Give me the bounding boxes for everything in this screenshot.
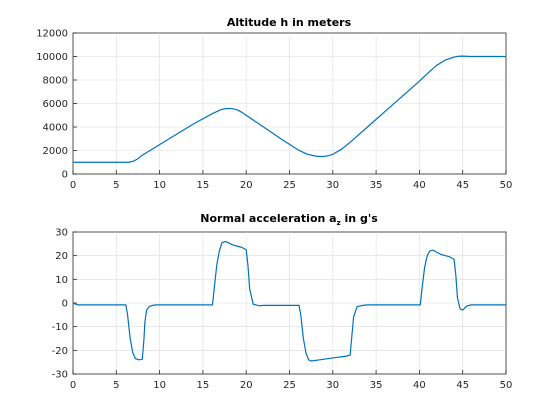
altitude-chart: Altitude h in meters 0 5 10 15 20 25 30 35 40 45 5… bbox=[36, 16, 512, 191]
altitude-xtick-label: 25 bbox=[283, 180, 296, 191]
acceleration-ytick-label: -20 bbox=[52, 346, 68, 357]
acceleration-ytick-label: -10 bbox=[52, 322, 68, 333]
acceleration-series bbox=[72, 240, 506, 362]
altitude-xtick-label: 10 bbox=[153, 180, 166, 191]
altitude-xtick-label: 50 bbox=[500, 180, 513, 191]
acceleration-xtick-label: 40 bbox=[413, 380, 426, 391]
altitude-xtick-label: 40 bbox=[413, 180, 426, 191]
altitude-xtick-label: 0 bbox=[70, 180, 76, 191]
acceleration-title-suffix: in g's bbox=[341, 212, 379, 225]
altitude-ytick-label: 12000 bbox=[36, 29, 68, 40]
altitude-xtick-label: 35 bbox=[370, 180, 383, 191]
acceleration-xtick-label: 25 bbox=[283, 380, 296, 391]
acceleration-chart-title: Normal acceleration az in g's bbox=[200, 212, 378, 227]
acceleration-ytick-label: 30 bbox=[55, 228, 68, 239]
altitude-xtick-label: 45 bbox=[456, 180, 469, 191]
acceleration-xtick-label: 50 bbox=[500, 380, 513, 391]
acceleration-xtick-label: 35 bbox=[370, 380, 383, 391]
acceleration-ticks: 0 5 10 15 20 25 30 35 40 45 50 -30 -20 -10 0 10 20 30 bbox=[52, 228, 513, 392]
acceleration-ytick-label: 10 bbox=[55, 275, 68, 286]
altitude-series bbox=[73, 55, 506, 163]
altitude-ytick-label: 4000 bbox=[43, 123, 68, 134]
acceleration-title-main: Normal acceleration a bbox=[200, 212, 336, 225]
altitude-ticks: 0 5 10 15 20 25 30 35 40 45 50 0 2000 4000 6000 8000 100… bbox=[36, 29, 512, 192]
altitude-ytick-label: 6000 bbox=[43, 99, 68, 110]
acceleration-ytick-label: 0 bbox=[62, 299, 68, 310]
acceleration-xtick-label: 0 bbox=[70, 380, 76, 391]
acceleration-ytick-label: -30 bbox=[52, 370, 68, 381]
altitude-series-line bbox=[73, 55, 506, 163]
altitude-xtick-label: 15 bbox=[197, 180, 210, 191]
acceleration-xtick-label: 20 bbox=[240, 380, 253, 391]
acceleration-ytick-label: 20 bbox=[55, 251, 68, 262]
altitude-xtick-label: 20 bbox=[240, 180, 253, 191]
acceleration-chart: Normal acceleration az in g's 0 5 10 15 20 25… bbox=[52, 212, 513, 391]
altitude-xtick-label: 30 bbox=[326, 180, 339, 191]
altitude-ytick-label: 8000 bbox=[43, 76, 68, 87]
acceleration-title-subscript: z bbox=[337, 219, 341, 227]
acceleration-xtick-label: 45 bbox=[456, 380, 469, 391]
acceleration-series-line bbox=[72, 240, 506, 362]
altitude-chart-title: Altitude h in meters bbox=[227, 16, 352, 29]
altitude-xtick-label: 5 bbox=[113, 180, 119, 191]
acceleration-xtick-label: 5 bbox=[113, 380, 119, 391]
altitude-ytick-label: 10000 bbox=[36, 52, 68, 63]
acceleration-xtick-label: 30 bbox=[326, 380, 339, 391]
acceleration-xtick-label: 10 bbox=[153, 380, 166, 391]
altitude-ytick-label: 0 bbox=[62, 170, 68, 181]
altitude-ytick-label: 2000 bbox=[43, 146, 68, 157]
acceleration-xtick-label: 15 bbox=[197, 380, 210, 391]
